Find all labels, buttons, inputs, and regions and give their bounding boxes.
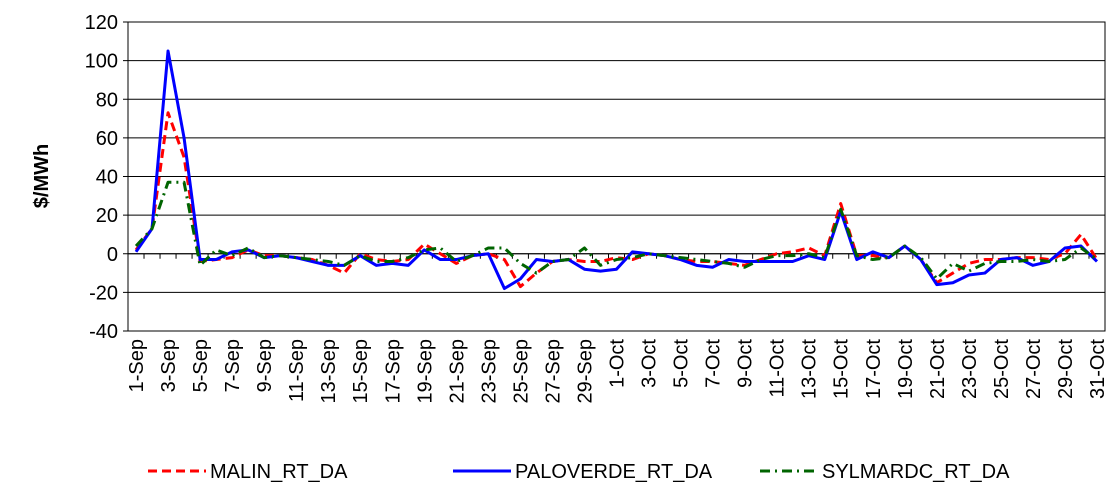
x-tick-label: 11-Sep — [286, 339, 308, 402]
x-tick-label: 21-Sep — [446, 339, 468, 404]
x-tick-label: 5-Sep — [190, 339, 212, 392]
x-tick-label: 1-Sep — [126, 339, 148, 392]
x-tick-label: 5-Oct — [671, 339, 693, 388]
x-tick-label: 23-Sep — [478, 339, 500, 404]
y-tick-label: -40 — [89, 321, 118, 343]
x-tick-label: 7-Sep — [222, 339, 244, 392]
x-tick-label: 27-Oct — [1023, 339, 1045, 399]
x-tick-label: 13-Oct — [799, 339, 821, 399]
x-tick-label: 17-Oct — [863, 339, 885, 399]
y-tick-label: 60 — [96, 128, 118, 150]
y-axis-title: $/MWh — [31, 144, 53, 208]
y-tick-label: 80 — [96, 89, 118, 111]
x-tick-label: 13-Sep — [318, 339, 340, 404]
x-tick-label: 25-Oct — [991, 339, 1013, 399]
x-tick-label: 27-Sep — [542, 339, 564, 404]
x-tick-label: 1-Oct — [607, 339, 629, 388]
x-tick-label: 31-Oct — [1087, 339, 1109, 399]
x-tick-label: 19-Oct — [895, 339, 917, 399]
series-line — [134, 180, 1098, 281]
x-tick-label: 21-Oct — [927, 339, 949, 399]
x-tick-label: 15-Sep — [350, 339, 372, 404]
x-tick-label: 11-Oct — [767, 339, 789, 398]
y-tick-label: 20 — [96, 205, 118, 227]
y-tick-label: 100 — [85, 51, 118, 73]
y-tick-label: -20 — [89, 282, 118, 304]
y-tick-label: 120 — [85, 12, 118, 34]
legend-label: SYLMARDC_RT_DA — [822, 461, 1010, 483]
legend-label: PALOVERDE_RT_DA — [515, 461, 713, 483]
legend-label: MALIN_RT_DA — [210, 461, 348, 483]
x-tick-label: 19-Sep — [414, 339, 436, 404]
x-tick-label: 17-Sep — [382, 339, 404, 404]
x-tick-label: 7-Oct — [703, 339, 725, 388]
x-tick-label: 9-Oct — [735, 339, 757, 388]
series-line — [134, 49, 1099, 291]
x-tick-label: 9-Sep — [254, 339, 276, 392]
x-tick-label: 29-Sep — [574, 339, 596, 404]
x-tick-label: 25-Sep — [510, 339, 532, 404]
x-tick-label: 15-Oct — [831, 339, 853, 399]
x-tick-label: 3-Sep — [158, 339, 180, 392]
x-tick-label: 3-Oct — [639, 339, 661, 388]
y-tick-label: 0 — [107, 244, 118, 266]
x-tick-label: 23-Oct — [959, 339, 981, 399]
y-tick-label: 40 — [96, 167, 118, 189]
x-tick-label: 29-Oct — [1055, 339, 1077, 399]
